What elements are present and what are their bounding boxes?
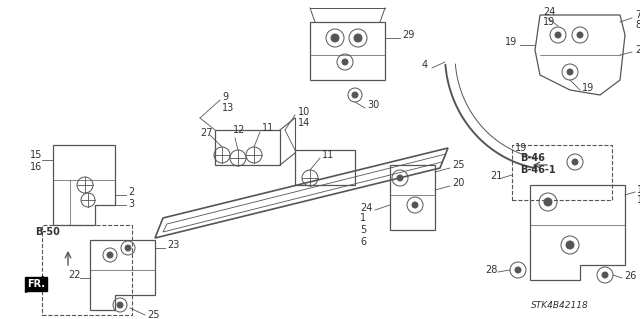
- Text: FR.: FR.: [27, 279, 45, 289]
- Text: 26: 26: [624, 271, 636, 281]
- Text: 28: 28: [485, 265, 497, 275]
- Text: 11: 11: [322, 150, 334, 160]
- Text: 10: 10: [298, 107, 310, 117]
- Circle shape: [572, 159, 578, 165]
- Text: 15: 15: [30, 150, 42, 160]
- Circle shape: [117, 302, 123, 308]
- Text: 16: 16: [30, 162, 42, 172]
- Text: 21: 21: [490, 171, 502, 181]
- Text: 12: 12: [233, 125, 245, 135]
- Circle shape: [397, 175, 403, 181]
- Text: 30: 30: [367, 100, 380, 110]
- Text: 19: 19: [515, 143, 527, 153]
- Text: 18: 18: [637, 195, 640, 205]
- Text: 19: 19: [582, 83, 595, 93]
- Circle shape: [354, 34, 362, 42]
- Circle shape: [352, 92, 358, 98]
- Text: STK4B42118: STK4B42118: [531, 300, 589, 309]
- Circle shape: [577, 32, 583, 38]
- Circle shape: [555, 32, 561, 38]
- Text: 2: 2: [128, 187, 134, 197]
- Circle shape: [567, 69, 573, 75]
- Text: B-46-1: B-46-1: [520, 165, 556, 175]
- Circle shape: [331, 34, 339, 42]
- Text: 14: 14: [298, 118, 310, 128]
- Text: 25: 25: [147, 310, 159, 319]
- Text: 19: 19: [505, 37, 517, 47]
- Circle shape: [342, 59, 348, 65]
- Text: 5: 5: [360, 225, 366, 235]
- Text: B-46: B-46: [520, 153, 545, 163]
- Text: 8: 8: [635, 20, 640, 30]
- Text: 24: 24: [360, 203, 372, 213]
- Text: 9: 9: [222, 92, 228, 102]
- Text: 22: 22: [68, 270, 81, 280]
- Circle shape: [515, 267, 521, 273]
- Text: 1: 1: [360, 213, 366, 223]
- Text: B-50: B-50: [35, 227, 60, 237]
- Bar: [512, 145, 612, 200]
- Circle shape: [107, 252, 113, 258]
- Text: 7: 7: [635, 10, 640, 20]
- Bar: [42, 225, 132, 315]
- Circle shape: [566, 241, 574, 249]
- Circle shape: [125, 245, 131, 251]
- Text: 24: 24: [543, 7, 556, 17]
- Text: 3: 3: [128, 199, 134, 209]
- Text: 25: 25: [452, 160, 465, 170]
- Circle shape: [412, 202, 418, 208]
- Text: 27: 27: [200, 128, 212, 138]
- Text: 13: 13: [222, 103, 234, 113]
- Text: 17: 17: [637, 185, 640, 195]
- Text: 11: 11: [262, 123, 275, 133]
- Text: 4: 4: [422, 60, 428, 70]
- Text: 6: 6: [360, 237, 366, 247]
- Text: 21: 21: [635, 45, 640, 55]
- Text: 23: 23: [167, 240, 179, 250]
- Circle shape: [544, 198, 552, 206]
- Text: 20: 20: [452, 178, 465, 188]
- Circle shape: [602, 272, 608, 278]
- Text: 29: 29: [402, 30, 414, 40]
- Text: 19: 19: [543, 17, 556, 27]
